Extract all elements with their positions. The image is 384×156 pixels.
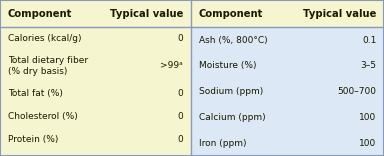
Text: Typical value: Typical value <box>110 9 183 19</box>
Text: Total fat (%): Total fat (%) <box>8 89 63 98</box>
Text: Moisture (%): Moisture (%) <box>199 61 256 70</box>
Text: 500–700: 500–700 <box>337 87 376 96</box>
Text: 100: 100 <box>359 139 376 148</box>
Bar <box>0 0 191 27</box>
Text: 0: 0 <box>177 34 183 43</box>
Text: Iron (ppm): Iron (ppm) <box>199 139 246 148</box>
Text: Protein (%): Protein (%) <box>8 135 58 144</box>
Bar <box>0 27 191 156</box>
Text: Component: Component <box>8 9 72 19</box>
Text: 0: 0 <box>177 89 183 98</box>
Text: Calories (kcal/g): Calories (kcal/g) <box>8 34 81 43</box>
Bar <box>191 27 384 156</box>
Text: Calcium (ppm): Calcium (ppm) <box>199 113 265 122</box>
Text: 0: 0 <box>177 135 183 144</box>
Text: 0: 0 <box>177 112 183 121</box>
Text: 100: 100 <box>359 113 376 122</box>
Text: Component: Component <box>199 9 263 19</box>
Bar <box>191 0 384 27</box>
Text: >99ᵃ: >99ᵃ <box>161 61 183 71</box>
Text: 0.1: 0.1 <box>362 36 376 45</box>
Text: 3–5: 3–5 <box>360 61 376 70</box>
Text: Ash (%, 800°C): Ash (%, 800°C) <box>199 36 267 45</box>
Text: Typical value: Typical value <box>303 9 376 19</box>
Text: Sodium (ppm): Sodium (ppm) <box>199 87 263 96</box>
Text: Cholesterol (%): Cholesterol (%) <box>8 112 78 121</box>
Text: Total dietary fiber
(% dry basis): Total dietary fiber (% dry basis) <box>8 56 88 76</box>
